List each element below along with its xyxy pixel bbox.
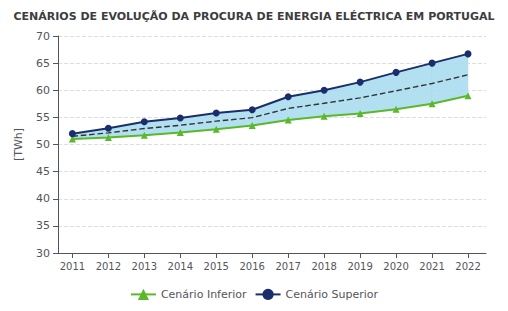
svg-text:30: 30 — [36, 247, 50, 260]
svg-text:35: 35 — [36, 219, 50, 232]
svg-text:[TWh]: [TWh] — [12, 128, 25, 161]
svg-text:Cenário Superior: Cenário Superior — [286, 288, 379, 301]
svg-text:55: 55 — [36, 111, 50, 124]
svg-text:2014: 2014 — [168, 261, 193, 272]
svg-text:60: 60 — [36, 84, 50, 97]
svg-text:2018: 2018 — [311, 261, 336, 272]
svg-text:2012: 2012 — [96, 261, 121, 272]
svg-text:2015: 2015 — [204, 261, 229, 272]
svg-text:2013: 2013 — [132, 261, 157, 272]
svg-text:40: 40 — [36, 192, 50, 205]
svg-text:2017: 2017 — [275, 261, 300, 272]
svg-text:2011: 2011 — [60, 261, 85, 272]
svg-text:50: 50 — [36, 138, 50, 151]
svg-text:45: 45 — [36, 165, 50, 178]
svg-text:2022: 2022 — [455, 261, 480, 272]
svg-text:Cenário Inferior: Cenário Inferior — [161, 288, 247, 301]
svg-text:2019: 2019 — [347, 261, 372, 272]
svg-text:2021: 2021 — [419, 261, 444, 272]
svg-text:CENÁRIOS DE EVOLUÇÃO DA PROCUR: CENÁRIOS DE EVOLUÇÃO DA PROCURA DE ENERG… — [13, 10, 494, 23]
svg-text:70: 70 — [36, 30, 50, 43]
svg-text:65: 65 — [36, 57, 50, 70]
svg-text:2016: 2016 — [239, 261, 264, 272]
svg-text:2020: 2020 — [383, 261, 408, 272]
